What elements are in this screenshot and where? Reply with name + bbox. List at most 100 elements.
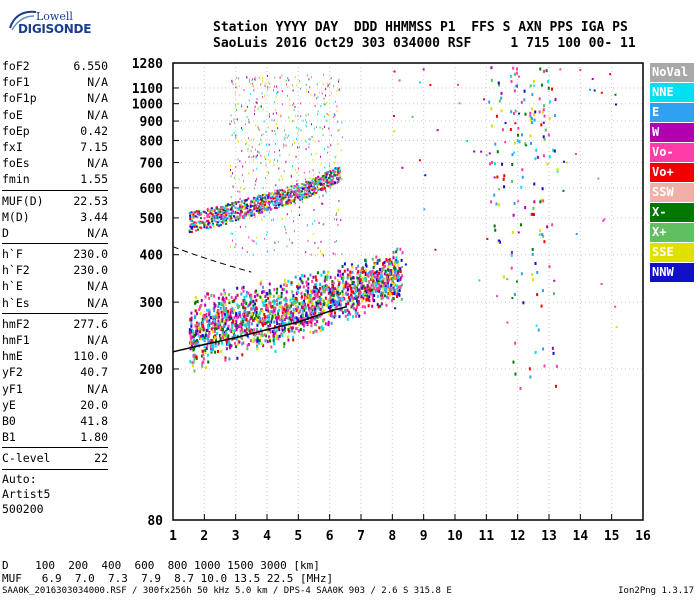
echo-point: [225, 222, 228, 225]
echo-point: [559, 68, 562, 71]
echo-point: [220, 209, 223, 212]
echo-point: [190, 230, 193, 233]
echo-point: [542, 154, 545, 158]
echo-point: [267, 201, 269, 204]
echo-point: [256, 336, 259, 340]
autoscaling-label: Auto:: [2, 471, 37, 486]
echo-point: [334, 314, 337, 318]
echo-point: [393, 115, 396, 118]
echo-point: [531, 247, 534, 251]
echo-point: [239, 322, 242, 326]
echo-point: [365, 290, 368, 294]
echo-point: [387, 281, 390, 285]
echo-point: [381, 275, 384, 279]
echo-point: [230, 169, 232, 172]
echo-point: [379, 304, 382, 308]
echo-point: [398, 79, 401, 82]
echo-point: [351, 303, 354, 307]
param-value: N/A: [87, 279, 108, 294]
echo-point: [316, 185, 318, 188]
echo-point: [310, 153, 312, 156]
echo-point: [280, 198, 283, 201]
echo-point: [303, 183, 306, 186]
echo-point: [226, 338, 229, 342]
echo-point: [500, 109, 503, 113]
echo-point: [246, 141, 248, 144]
echo-point: [298, 310, 301, 314]
echo-point: [223, 335, 226, 339]
echo-point: [429, 83, 432, 86]
echo-point: [305, 280, 308, 284]
echo-point: [290, 194, 293, 197]
echo-point: [225, 315, 228, 319]
echo-point: [259, 206, 262, 209]
param-value: 110.0: [73, 349, 108, 364]
echo-point: [337, 289, 340, 293]
echo-point: [196, 228, 199, 231]
logo-line1: Lowell: [36, 10, 73, 23]
echo-point: [322, 179, 325, 182]
echo-point: [243, 312, 246, 316]
echo-point: [310, 182, 313, 185]
echo-point: [368, 292, 371, 296]
echo-point: [213, 214, 216, 217]
legend-item: Vo+: [650, 163, 694, 182]
echo-point: [190, 324, 193, 328]
echo-point: [228, 301, 231, 305]
echo-point: [256, 200, 259, 203]
echo-point: [233, 298, 236, 302]
echo-point: [384, 286, 387, 290]
echo-point: [272, 112, 274, 115]
echo-point: [346, 276, 349, 280]
echo-point: [535, 324, 538, 327]
echo-point: [229, 220, 232, 223]
echo-point: [240, 335, 243, 339]
x-tick-label: 9: [420, 529, 428, 544]
echo-point: [266, 196, 269, 199]
echo-point: [237, 306, 240, 310]
echo-point: [241, 128, 243, 131]
echo-point: [245, 301, 248, 305]
param-separator: [2, 189, 108, 191]
echo-point: [397, 273, 400, 277]
echo-point: [368, 286, 371, 290]
echo-point: [240, 207, 243, 210]
echo-point: [257, 314, 260, 318]
echo-point: [224, 218, 227, 221]
echo-point: [277, 240, 279, 243]
echo-point: [261, 298, 264, 302]
echo-point: [237, 200, 240, 203]
param-row: h`E N/A: [2, 278, 108, 294]
echo-point: [281, 89, 283, 92]
echo-point: [271, 129, 273, 132]
echo-point: [239, 205, 242, 208]
echo-point: [314, 285, 317, 289]
echo-point: [379, 286, 382, 290]
echo-point: [287, 134, 289, 137]
echo-point: [259, 211, 262, 214]
echo-point: [266, 339, 269, 343]
echo-point: [246, 320, 249, 324]
echo-point: [395, 292, 398, 296]
echo-point: [275, 336, 278, 340]
echo-point: [264, 200, 267, 203]
echo-point: [339, 177, 341, 180]
echo-point: [255, 298, 258, 302]
echo-point: [328, 298, 331, 302]
echo-point: [277, 127, 279, 130]
echo-point: [249, 301, 252, 305]
param-row: MUF(D) 22.53: [2, 193, 108, 209]
echo-point: [314, 182, 317, 185]
echo-point: [219, 337, 222, 341]
echo-point: [253, 317, 256, 321]
echo-point: [334, 114, 336, 117]
echo-point: [542, 199, 545, 203]
echo-point: [312, 186, 315, 189]
echo-point: [275, 329, 278, 333]
echo-point: [297, 305, 300, 309]
echo-point: [339, 179, 341, 182]
echo-point: [341, 253, 343, 256]
echo-point: [196, 323, 199, 327]
echo-point: [220, 208, 223, 211]
echo-point: [201, 333, 204, 337]
